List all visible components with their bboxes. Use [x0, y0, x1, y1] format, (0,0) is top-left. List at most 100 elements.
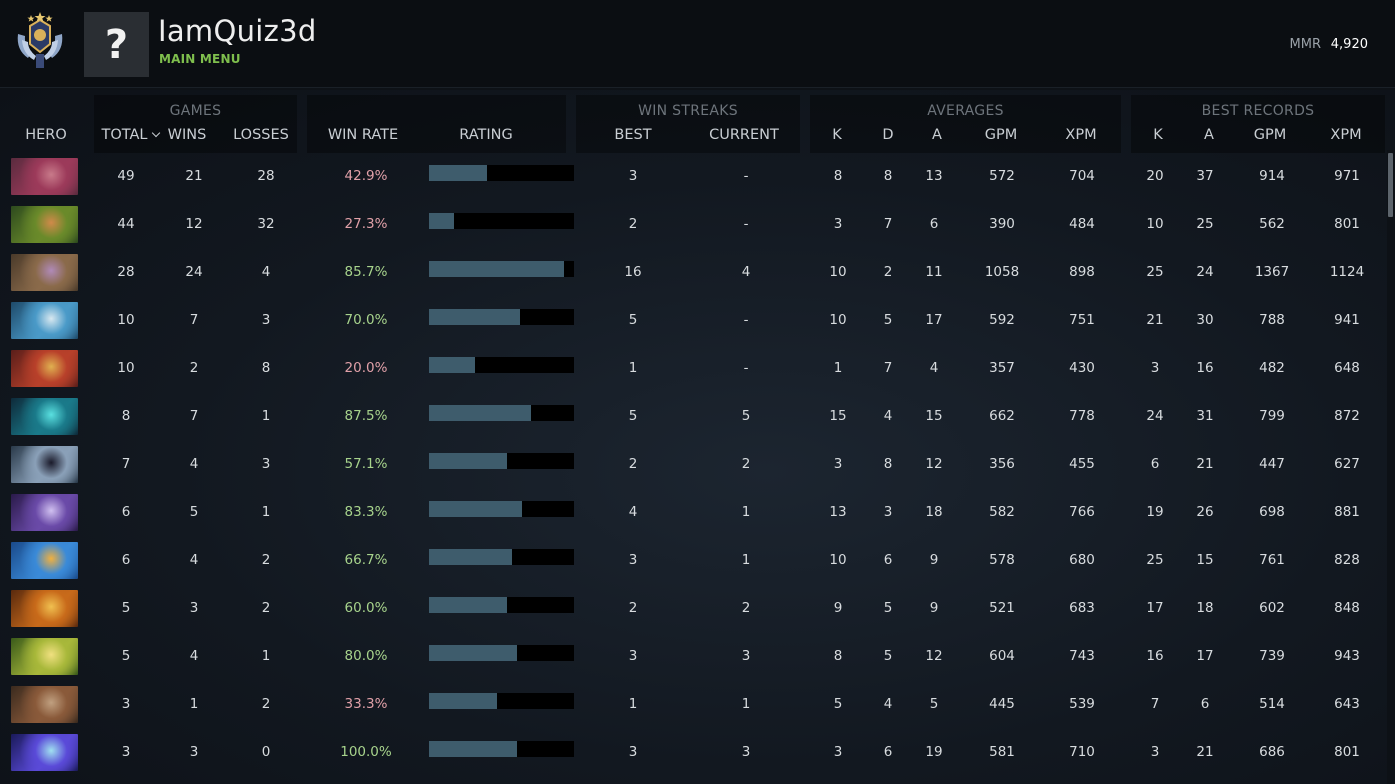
total-cell: 28 [117, 264, 135, 280]
table-row[interactable]: 8 7 1 87.5% 5 5 15 4 15 662 778 24 31 799 872 [0, 390, 1385, 438]
best-gpm-cell: 788 [1259, 312, 1285, 328]
scrollbar[interactable] [1387, 150, 1395, 784]
hero-portrait-10-icon[interactable] [11, 590, 78, 627]
avg-gpm-cell: 578 [989, 552, 1015, 568]
best-kills-cell: 25 [1146, 552, 1164, 568]
averages-group-header [810, 95, 1121, 153]
hero-portrait-2-icon[interactable] [11, 206, 78, 243]
best-assists-cell: 21 [1196, 744, 1214, 760]
losses-cell: 32 [257, 216, 275, 232]
column-header-best-assists[interactable]: A [1204, 127, 1214, 143]
current-streak-cell: 1 [741, 696, 751, 712]
avg-deaths-cell: 5 [883, 312, 893, 328]
avg-kills-cell: 8 [833, 168, 843, 184]
avg-gpm-cell: 572 [989, 168, 1015, 184]
wins-cell: 3 [189, 600, 199, 616]
main-menu-link[interactable]: MAIN MENU [159, 52, 241, 66]
best-xpm-cell: 828 [1334, 552, 1360, 568]
losses-cell: 2 [261, 600, 271, 616]
table-row[interactable]: 6 4 2 66.7% 3 1 10 6 9 578 680 25 15 761 828 [0, 534, 1385, 582]
avg-deaths-cell: 7 [883, 360, 893, 376]
table-row[interactable]: 44 12 32 27.3% 2 - 3 7 6 390 484 10 25 562 801 [0, 198, 1385, 246]
best-kills-cell: 20 [1146, 168, 1164, 184]
table-row[interactable]: 5 3 2 60.0% 2 2 9 5 9 521 683 17 18 602 848 [0, 582, 1385, 630]
best-gpm-cell: 761 [1259, 552, 1285, 568]
avg-assists-cell: 13 [925, 168, 943, 184]
rating-bar-fill [429, 309, 520, 325]
hero-portrait-7-icon[interactable] [11, 446, 78, 483]
win-rate-cell: 80.0% [344, 648, 388, 664]
column-header-best-xpm[interactable]: XPM [1330, 127, 1362, 143]
table-row[interactable]: 10 7 3 70.0% 5 - 10 5 17 592 751 21 30 788 941 [0, 294, 1385, 342]
hero-portrait-6-icon[interactable] [11, 398, 78, 435]
games-group-title: GAMES [169, 103, 222, 119]
table-row[interactable]: 6 5 1 83.3% 4 1 13 3 18 582 766 19 26 698 881 [0, 486, 1385, 534]
losses-cell: 28 [257, 168, 275, 184]
table-row[interactable]: 10 2 8 20.0% 1-1 7 4 357 430 3 16 482 648 [0, 342, 1385, 390]
hero-portrait-3-icon[interactable] [11, 254, 78, 291]
wins-cell: 1 [189, 696, 199, 712]
hero-portrait-1-icon[interactable] [11, 158, 78, 195]
column-header-best-kills[interactable]: K [1153, 127, 1163, 143]
rating-bar-fill [429, 645, 517, 661]
rating-bar-track [429, 213, 574, 229]
column-header-avg-deaths[interactable]: D [882, 127, 894, 143]
wins-cell: 12 [185, 216, 203, 232]
losses-cell: 0 [261, 744, 271, 760]
table-row[interactable]: 3 3 0 100.0% 3 3 3 6 19 581 710 3 21 686 801 [0, 726, 1385, 774]
scrollbar-thumb[interactable] [1388, 153, 1393, 217]
column-header-avg-assists[interactable]: A [932, 127, 942, 143]
losses-cell: 1 [261, 408, 271, 424]
rating-bar-fill [429, 501, 522, 517]
column-header-rating[interactable]: RATING [459, 127, 513, 143]
avg-deaths-cell: 8 [883, 168, 893, 184]
avg-kills-cell: 8 [833, 648, 843, 664]
losses-cell: 2 [261, 552, 271, 568]
hero-portrait-4-icon[interactable] [11, 302, 78, 339]
column-header-avg-xpm[interactable]: XPM [1065, 127, 1097, 143]
hero-portrait-5-icon[interactable] [11, 350, 78, 387]
losses-cell: 4 [261, 264, 271, 280]
losses-cell: 3 [261, 312, 271, 328]
column-header-win-rate[interactable]: WIN RATE [327, 127, 399, 143]
mmr-value: 4,920 [1330, 37, 1368, 52]
avg-assists-cell: 6 [929, 216, 939, 232]
total-cell: 10 [117, 360, 135, 376]
best-gpm-cell: 739 [1259, 648, 1285, 664]
best-gpm-cell: 698 [1259, 504, 1285, 520]
avg-assists-cell: 17 [925, 312, 943, 328]
win-streaks-group-header [576, 95, 800, 153]
column-header-total[interactable]: TOTAL [95, 127, 165, 143]
column-header-best-gpm[interactable]: GPM [1253, 127, 1287, 143]
column-header-avg-gpm[interactable]: GPM [984, 127, 1018, 143]
hero-portrait-11-icon[interactable] [11, 638, 78, 675]
column-header-hero[interactable]: HERO [25, 127, 67, 143]
hero-portrait-13-icon[interactable] [11, 734, 78, 771]
column-header-losses[interactable]: LOSSES [233, 127, 289, 143]
win-rate-cell: 66.7% [344, 552, 388, 568]
best-records-group-header [1131, 95, 1385, 153]
table-row[interactable]: 5 4 1 80.0% 3 3 8 5 12 604 743 16 17 739 943 [0, 630, 1385, 678]
table-row[interactable]: 49 21 28 42.9% 3 - 8 8 13 572 704 20 37 914 971 [0, 150, 1385, 198]
column-header-best-streak[interactable]: BEST [614, 127, 652, 143]
best-assists-cell: 31 [1196, 408, 1214, 424]
best-kills-cell: 3 [1150, 360, 1160, 376]
avg-deaths-cell: 6 [883, 744, 893, 760]
hero-portrait-9-icon[interactable] [11, 542, 78, 579]
best-gpm-cell: 447 [1259, 456, 1285, 472]
column-header-wins[interactable]: WINS [167, 127, 207, 143]
hero-portrait-8-icon[interactable] [11, 494, 78, 531]
hero-portrait-12-icon[interactable] [11, 686, 78, 723]
table-row[interactable]: 7 4 3 57.1% 2 2 3 8 12 356 455 6 21 447 627 [0, 438, 1385, 486]
best-streak-cell: 5 [628, 312, 638, 328]
avg-gpm-cell: 592 [989, 312, 1015, 328]
table-row[interactable]: 28 24 4 85.7% 16 4 10 2 11 1058 898 25 24 1367 1124 [0, 246, 1385, 294]
table-row[interactable]: 3 1 2 33.3% 1 1 5 4 5 445 539 7 6 514 643 [0, 678, 1385, 726]
win-rate-cell: 60.0% [344, 600, 388, 616]
player-avatar[interactable]: ? [84, 12, 149, 77]
win-rate-cell: 20.0% [344, 360, 388, 376]
avg-gpm-cell: 445 [989, 696, 1015, 712]
column-header-avg-kills[interactable]: K [832, 127, 842, 143]
best-xpm-cell: 627 [1334, 456, 1360, 472]
column-header-current-streak[interactable]: CURRENT [709, 127, 779, 143]
